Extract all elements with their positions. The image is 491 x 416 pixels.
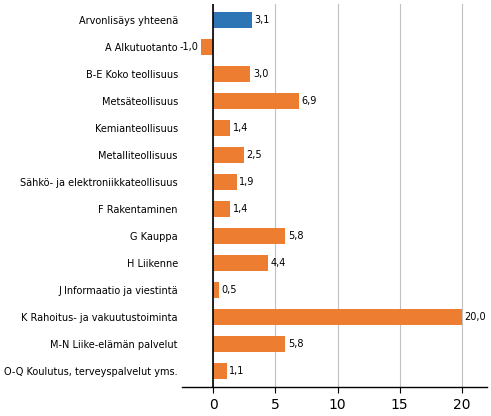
Bar (213, 363, 227, 379)
Bar (213, 309, 462, 325)
Text: 1,1: 1,1 (229, 366, 245, 376)
Bar (213, 201, 230, 218)
Text: 3,1: 3,1 (254, 15, 270, 25)
Text: 2,5: 2,5 (246, 150, 262, 160)
Bar (213, 12, 252, 28)
Bar (213, 255, 268, 271)
Text: 1,4: 1,4 (233, 204, 248, 214)
Bar (213, 147, 244, 163)
Text: 5,8: 5,8 (288, 339, 303, 349)
Bar (213, 93, 299, 109)
Text: 1,4: 1,4 (233, 123, 248, 133)
Text: 5,8: 5,8 (288, 231, 303, 241)
Bar (201, 39, 213, 55)
Text: 3,0: 3,0 (253, 69, 268, 79)
Text: 20,0: 20,0 (464, 312, 486, 322)
Text: 6,9: 6,9 (301, 97, 317, 106)
Text: 0,5: 0,5 (222, 285, 237, 295)
Text: -1,0: -1,0 (179, 42, 198, 52)
Text: 1,9: 1,9 (239, 177, 254, 187)
Bar (213, 228, 285, 244)
Text: 4,4: 4,4 (271, 258, 286, 268)
Bar (213, 174, 237, 191)
Bar (213, 282, 219, 298)
Bar (213, 66, 250, 82)
Bar (213, 120, 230, 136)
Bar (213, 336, 285, 352)
